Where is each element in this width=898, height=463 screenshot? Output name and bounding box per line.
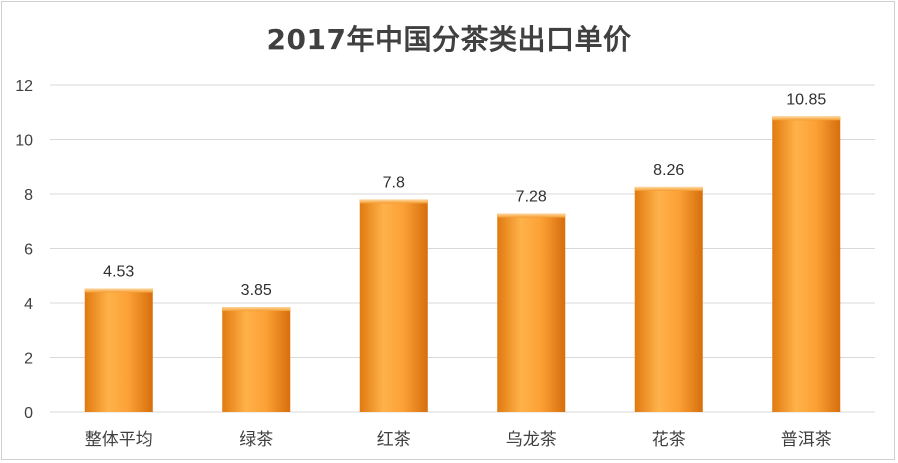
bar-5	[772, 116, 841, 413]
data-labels: 4.53 3.85 7.8 7.28 8.26 10.85	[103, 91, 826, 299]
chart-title: 2017年中国分茶类出口单价	[266, 23, 632, 56]
bar-top-highlight-5	[772, 116, 841, 121]
y-tick-label: 0	[24, 405, 33, 422]
category-label: 乌龙茶	[506, 430, 557, 450]
y-tick-label: 8	[24, 187, 33, 204]
data-label: 8.26	[653, 162, 684, 179]
category-label: 整体平均	[85, 430, 153, 450]
bar-top-highlight-4	[634, 186, 703, 191]
category-label: 普洱茶	[781, 430, 832, 450]
data-label: 4.53	[103, 264, 134, 281]
bar-4	[634, 186, 703, 412]
y-axis-tick-labels: 0 2 4 6 8 10 12	[15, 78, 33, 422]
category-label: 绿茶	[239, 430, 273, 450]
bar-top-highlight-2	[359, 199, 428, 204]
y-tick-label: 12	[15, 78, 33, 95]
category-label: 花茶	[652, 430, 686, 450]
data-label: 7.8	[383, 174, 405, 191]
bar-top-highlight-0	[84, 288, 153, 293]
grid-lines	[50, 84, 875, 413]
bar-2	[359, 199, 428, 412]
data-label: 3.85	[241, 282, 272, 299]
y-tick-label: 6	[24, 242, 33, 259]
category-label: 红茶	[377, 430, 411, 450]
bar-0	[84, 288, 153, 412]
bar-3	[497, 213, 566, 412]
y-tick-label: 2	[24, 351, 33, 368]
bars	[84, 116, 841, 413]
y-tick-label: 10	[15, 133, 33, 150]
y-tick-label: 4	[24, 296, 33, 313]
bar-1	[222, 307, 291, 412]
x-axis-category-labels: 整体平均 绿茶 红茶 乌龙茶 花茶 普洱茶	[85, 430, 832, 450]
data-label: 10.85	[786, 91, 826, 108]
data-label: 7.28	[516, 189, 547, 206]
bar-top-highlight-1	[222, 307, 291, 312]
bar-top-highlight-3	[497, 213, 566, 218]
